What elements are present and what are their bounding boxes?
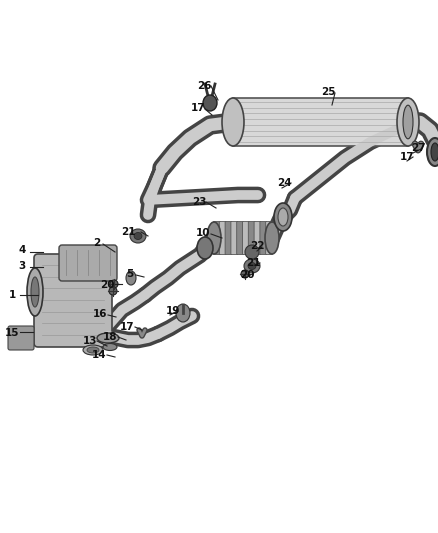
Text: 5: 5 — [127, 269, 134, 279]
Text: 17: 17 — [400, 152, 414, 162]
Text: 20: 20 — [240, 270, 254, 280]
Ellipse shape — [130, 229, 146, 243]
Text: 13: 13 — [83, 336, 97, 346]
Text: 17: 17 — [191, 103, 205, 113]
Ellipse shape — [245, 245, 259, 259]
Ellipse shape — [176, 304, 190, 322]
Ellipse shape — [103, 343, 117, 351]
FancyBboxPatch shape — [59, 245, 117, 281]
FancyBboxPatch shape — [254, 222, 261, 254]
Ellipse shape — [248, 262, 256, 270]
Text: 10: 10 — [196, 228, 210, 238]
Text: 4: 4 — [18, 245, 26, 255]
Text: 16: 16 — [93, 309, 107, 319]
Text: 18: 18 — [103, 332, 117, 342]
Ellipse shape — [265, 222, 279, 254]
FancyBboxPatch shape — [243, 222, 249, 254]
Ellipse shape — [31, 277, 39, 307]
Text: 20: 20 — [100, 280, 114, 290]
FancyBboxPatch shape — [248, 222, 255, 254]
Ellipse shape — [203, 95, 217, 111]
Text: 25: 25 — [321, 87, 335, 97]
Ellipse shape — [278, 208, 288, 226]
Ellipse shape — [134, 232, 142, 239]
Text: 24: 24 — [277, 178, 291, 188]
Text: 19: 19 — [166, 306, 180, 316]
Ellipse shape — [109, 287, 117, 295]
Bar — [233, 98, 408, 146]
Ellipse shape — [244, 259, 260, 273]
Text: 14: 14 — [92, 350, 106, 360]
Ellipse shape — [427, 138, 438, 166]
FancyBboxPatch shape — [266, 222, 272, 254]
FancyBboxPatch shape — [225, 222, 232, 254]
Ellipse shape — [222, 98, 244, 146]
Ellipse shape — [397, 98, 419, 146]
Ellipse shape — [97, 333, 119, 343]
Ellipse shape — [207, 222, 221, 254]
Text: 26: 26 — [197, 81, 211, 91]
Ellipse shape — [431, 143, 438, 161]
Text: 3: 3 — [18, 261, 26, 271]
Ellipse shape — [83, 345, 103, 355]
FancyBboxPatch shape — [237, 222, 244, 254]
FancyBboxPatch shape — [8, 326, 34, 350]
Ellipse shape — [403, 105, 413, 139]
FancyBboxPatch shape — [34, 254, 112, 347]
FancyBboxPatch shape — [231, 222, 238, 254]
FancyBboxPatch shape — [219, 222, 226, 254]
Ellipse shape — [241, 270, 249, 278]
Text: 22: 22 — [250, 241, 264, 251]
Text: 15: 15 — [5, 328, 19, 338]
Text: 23: 23 — [192, 197, 206, 207]
Text: 21: 21 — [246, 258, 260, 268]
FancyBboxPatch shape — [213, 222, 220, 254]
Text: 21: 21 — [121, 227, 135, 237]
Text: 17: 17 — [120, 322, 134, 332]
Ellipse shape — [27, 268, 43, 316]
Ellipse shape — [87, 347, 99, 353]
Ellipse shape — [274, 203, 292, 231]
Ellipse shape — [110, 280, 118, 288]
Ellipse shape — [126, 271, 136, 285]
Ellipse shape — [197, 237, 213, 259]
Text: 1: 1 — [8, 290, 16, 300]
Text: 27: 27 — [411, 143, 425, 153]
FancyBboxPatch shape — [260, 222, 267, 254]
Text: 2: 2 — [93, 238, 101, 248]
